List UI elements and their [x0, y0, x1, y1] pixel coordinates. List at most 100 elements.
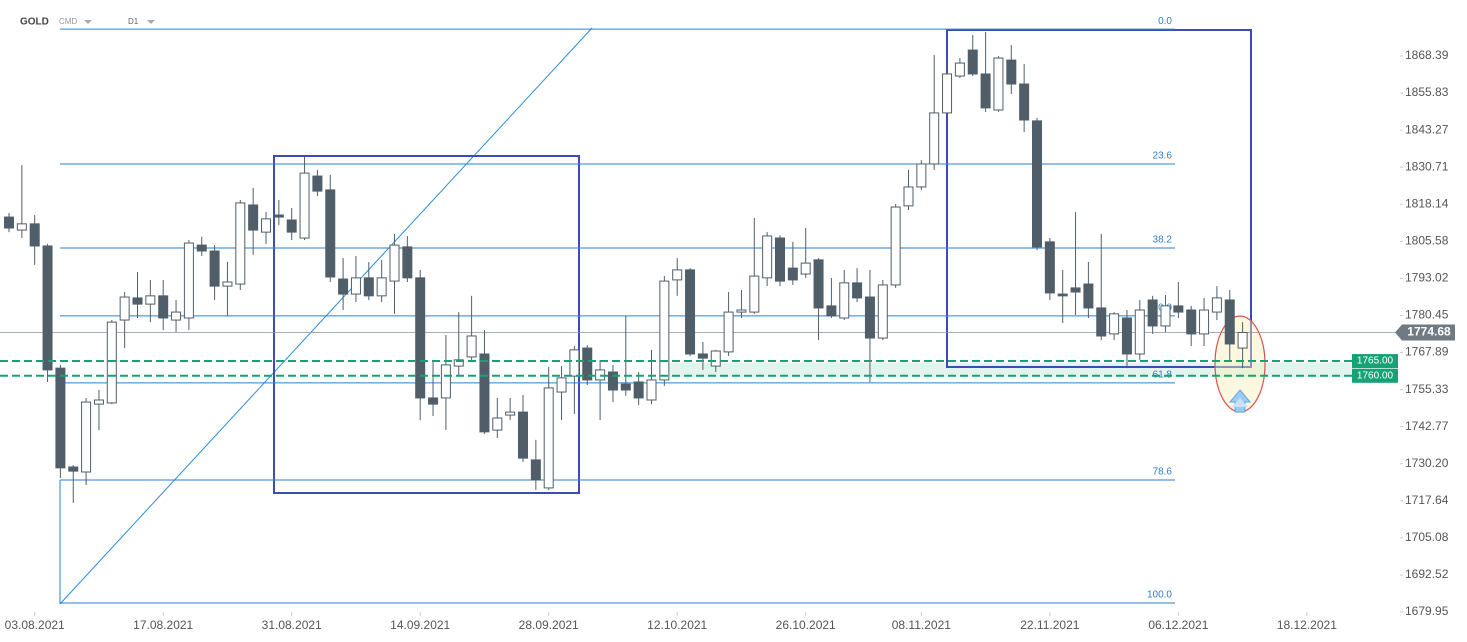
candle-body — [222, 281, 233, 287]
candle-body — [710, 350, 721, 367]
candle-body — [1070, 287, 1081, 293]
candle-body — [81, 401, 92, 473]
y-tick-label: 1843.27 — [1405, 122, 1449, 136]
candle-body — [273, 214, 284, 218]
candle-body — [1211, 297, 1222, 313]
candle-body — [428, 397, 439, 405]
x-tick-label: 08.11.2021 — [892, 618, 951, 632]
dropdown-caret[interactable] — [147, 20, 155, 24]
candle-body — [582, 347, 593, 381]
candle-body — [68, 466, 79, 472]
candle-body — [453, 359, 464, 367]
candle-body — [132, 297, 143, 305]
candle-body — [286, 219, 297, 233]
candle-body — [1237, 331, 1248, 349]
candle-body — [29, 223, 40, 247]
candle-body — [646, 379, 657, 401]
candle-body — [325, 189, 336, 278]
candle-body — [42, 245, 53, 371]
candle-body — [775, 237, 785, 282]
symbol: GOLD — [20, 17, 49, 28]
candle-body — [890, 206, 901, 286]
market: CMD — [59, 17, 77, 26]
candle-body — [402, 246, 413, 279]
candle-body — [145, 295, 156, 305]
price-tag — [1395, 324, 1455, 341]
candle-body — [299, 172, 310, 239]
y-tick-label: 1868.39 — [1405, 48, 1449, 62]
candle-body — [813, 259, 824, 309]
y-tick-label: 1705.08 — [1405, 530, 1449, 544]
plot: 0.023.638.250.061.878.6100.01765.001760.… — [0, 16, 1398, 604]
candle-body — [338, 278, 349, 295]
candle-body — [1057, 293, 1068, 297]
candle-body — [877, 284, 888, 339]
candle-body — [1019, 83, 1030, 121]
candle-body — [530, 459, 541, 481]
candle-body — [479, 353, 490, 433]
candle-body — [787, 267, 798, 281]
candle-body — [1006, 59, 1017, 85]
candle-body — [183, 242, 194, 319]
range-box — [946, 29, 1252, 368]
y-tick-label: 1805.58 — [1405, 233, 1449, 247]
candle-body — [466, 335, 477, 358]
candle-body — [1134, 309, 1145, 355]
candle-body — [659, 280, 670, 381]
zone-tag — [1352, 354, 1398, 369]
fib-label: 100.0 — [1147, 590, 1172, 601]
candle-body — [543, 387, 554, 489]
candle-body — [620, 383, 631, 391]
candle-body — [697, 353, 708, 359]
x-tick-label: 14.09.2021 — [390, 618, 450, 632]
x-tick-label: 06.12.2021 — [1148, 618, 1208, 632]
candle-body — [1147, 299, 1158, 327]
candle-body — [685, 269, 696, 355]
dropdown-caret[interactable] — [84, 20, 92, 24]
candle-body — [826, 305, 837, 317]
candle-body — [1199, 309, 1210, 335]
candle-body — [261, 218, 271, 233]
y-tick-label: 1730.20 — [1405, 456, 1449, 470]
fib-label: 78.6 — [1153, 467, 1173, 478]
candle-body — [942, 73, 953, 114]
candle-body — [607, 371, 618, 391]
candle-body — [852, 282, 863, 299]
x-tick-label: 03.08.2021 — [5, 618, 65, 632]
candle-body — [415, 277, 426, 399]
candle-body — [16, 223, 27, 231]
candle-body — [248, 204, 259, 231]
x-tick-label: 31.08.2021 — [262, 618, 322, 632]
x-tick-label: 26.10.2021 — [776, 618, 836, 632]
candle-body — [723, 311, 734, 353]
candle-body — [839, 282, 850, 319]
candle-body — [1044, 241, 1055, 294]
candle-body — [196, 244, 207, 252]
candle-body — [569, 349, 580, 377]
candle-body — [235, 202, 246, 285]
candle-body — [363, 277, 374, 297]
up-arrow — [1232, 398, 1248, 407]
candle-body — [376, 277, 387, 297]
candle-body — [1121, 317, 1132, 355]
interval: D1 — [128, 17, 139, 26]
zone-label: 1760.00 — [1357, 370, 1394, 381]
candle-body — [800, 262, 811, 275]
fib-label: 23.6 — [1153, 151, 1173, 162]
candle-body — [209, 250, 220, 287]
x-tick-label: 12.10.2021 — [647, 618, 707, 632]
candle-body — [389, 244, 400, 282]
candle-body — [55, 367, 66, 469]
candle-body — [1096, 307, 1107, 337]
y-tick-label: 1855.83 — [1405, 85, 1449, 99]
y-tick-label: 1717.64 — [1405, 493, 1449, 507]
zone-label: 1765.00 — [1357, 356, 1394, 367]
range-box — [273, 155, 580, 494]
candle-body — [350, 277, 361, 295]
y-tick-label: 1830.71 — [1405, 159, 1449, 173]
candle-body — [119, 296, 130, 321]
candle-body — [556, 377, 567, 393]
candle-body — [762, 235, 773, 279]
